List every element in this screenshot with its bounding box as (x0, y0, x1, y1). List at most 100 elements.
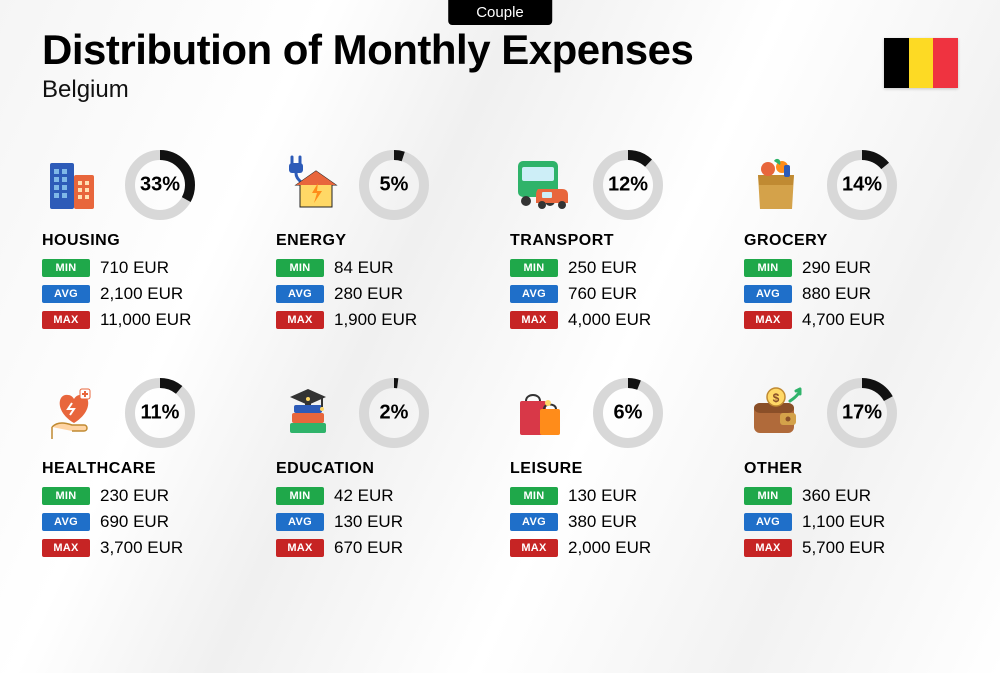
avg-badge: AVG (510, 513, 558, 531)
min-row: MIN 84 EUR (276, 258, 490, 278)
min-row: MIN 710 EUR (42, 258, 256, 278)
avg-value: 2,100 EUR (100, 284, 183, 304)
avg-value: 130 EUR (334, 512, 403, 532)
avg-value: 1,100 EUR (802, 512, 885, 532)
max-row: MAX 4,000 EUR (510, 310, 724, 330)
stat-rows: MIN 250 EUR AVG 760 EUR MAX 4,000 EUR (510, 258, 724, 330)
category-card-other: $ 17% OTHER MIN 360 EUR AVG 1,100 EUR (744, 376, 958, 564)
min-value: 84 EUR (334, 258, 394, 278)
percentage-donut: 5% (358, 149, 430, 221)
max-value: 5,700 EUR (802, 538, 885, 558)
min-badge: MIN (42, 259, 90, 277)
percentage-donut: 2% (358, 377, 430, 449)
category-card-education: 2% EDUCATION MIN 42 EUR AVG 130 EUR MAX … (276, 376, 490, 564)
min-badge: MIN (744, 487, 792, 505)
avg-badge: AVG (42, 513, 90, 531)
energy-house-icon (276, 153, 340, 217)
avg-row: AVG 1,100 EUR (744, 512, 958, 532)
header: Distribution of Monthly Expenses Belgium (42, 26, 958, 104)
category-name: HEALTHCARE (42, 460, 256, 478)
max-row: MAX 2,000 EUR (510, 538, 724, 558)
min-badge: MIN (276, 259, 324, 277)
avg-row: AVG 280 EUR (276, 284, 490, 304)
buildings-icon (42, 153, 106, 217)
max-value: 4,700 EUR (802, 310, 885, 330)
max-value: 4,000 EUR (568, 310, 651, 330)
stat-rows: MIN 84 EUR AVG 280 EUR MAX 1,900 EUR (276, 258, 490, 330)
svg-text:$: $ (773, 391, 780, 405)
avg-badge: AVG (276, 513, 324, 531)
max-badge: MAX (42, 539, 90, 557)
max-badge: MAX (510, 311, 558, 329)
bus-car-icon (510, 153, 574, 217)
max-badge: MAX (744, 311, 792, 329)
max-value: 11,000 EUR (100, 310, 191, 330)
min-badge: MIN (276, 487, 324, 505)
country-name: Belgium (42, 76, 958, 104)
avg-value: 280 EUR (334, 284, 403, 304)
max-badge: MAX (744, 539, 792, 557)
min-badge: MIN (744, 259, 792, 277)
max-badge: MAX (42, 311, 90, 329)
household-tab: Couple (448, 0, 552, 25)
stat-rows: MIN 360 EUR AVG 1,100 EUR MAX 5,700 EUR (744, 486, 958, 558)
avg-value: 880 EUR (802, 284, 871, 304)
heart-hand-icon (42, 381, 106, 445)
avg-row: AVG 690 EUR (42, 512, 256, 532)
category-card-grocery: 14% GROCERY MIN 290 EUR AVG 880 EUR MAX … (744, 148, 958, 336)
category-card-leisure: 6% LEISURE MIN 130 EUR AVG 380 EUR MAX 2… (510, 376, 724, 564)
percentage-donut: 6% (592, 377, 664, 449)
wallet-arrow-icon: $ (744, 381, 808, 445)
avg-badge: AVG (744, 285, 792, 303)
min-row: MIN 42 EUR (276, 486, 490, 506)
category-card-healthcare: 11% HEALTHCARE MIN 230 EUR AVG 690 EUR M… (42, 376, 256, 564)
max-badge: MAX (276, 311, 324, 329)
avg-badge: AVG (42, 285, 90, 303)
percentage-donut: 17% (826, 377, 898, 449)
percentage-label: 33% (140, 174, 180, 197)
avg-badge: AVG (276, 285, 324, 303)
percentage-label: 11% (141, 402, 180, 425)
category-name: TRANSPORT (510, 232, 724, 250)
category-name: LEISURE (510, 460, 724, 478)
stat-rows: MIN 710 EUR AVG 2,100 EUR MAX 11,000 EUR (42, 258, 256, 330)
min-value: 360 EUR (802, 486, 871, 506)
percentage-label: 14% (842, 174, 882, 197)
percentage-label: 5% (380, 174, 409, 197)
category-name: EDUCATION (276, 460, 490, 478)
percentage-label: 6% (614, 402, 643, 425)
category-name: GROCERY (744, 232, 958, 250)
percentage-donut: 33% (124, 149, 196, 221)
grocery-bag-icon (744, 153, 808, 217)
percentage-donut: 12% (592, 149, 664, 221)
flag-stripe-1 (884, 38, 909, 88)
stat-rows: MIN 230 EUR AVG 690 EUR MAX 3,700 EUR (42, 486, 256, 558)
min-badge: MIN (510, 487, 558, 505)
avg-row: AVG 130 EUR (276, 512, 490, 532)
max-row: MAX 4,700 EUR (744, 310, 958, 330)
stat-rows: MIN 290 EUR AVG 880 EUR MAX 4,700 EUR (744, 258, 958, 330)
min-badge: MIN (510, 259, 558, 277)
max-value: 3,700 EUR (100, 538, 183, 558)
max-row: MAX 1,900 EUR (276, 310, 490, 330)
category-name: OTHER (744, 460, 958, 478)
category-grid: 33% HOUSING MIN 710 EUR AVG 2,100 EUR MA… (42, 148, 958, 564)
percentage-donut: 11% (124, 377, 196, 449)
max-badge: MAX (510, 539, 558, 557)
category-name: HOUSING (42, 232, 256, 250)
avg-value: 760 EUR (568, 284, 637, 304)
max-row: MAX 670 EUR (276, 538, 490, 558)
min-value: 42 EUR (334, 486, 394, 506)
category-name: ENERGY (276, 232, 490, 250)
grad-books-icon (276, 381, 340, 445)
stat-rows: MIN 42 EUR AVG 130 EUR MAX 670 EUR (276, 486, 490, 558)
country-flag (884, 38, 958, 88)
percentage-label: 17% (842, 402, 882, 425)
min-row: MIN 230 EUR (42, 486, 256, 506)
min-row: MIN 130 EUR (510, 486, 724, 506)
avg-value: 690 EUR (100, 512, 169, 532)
category-card-housing: 33% HOUSING MIN 710 EUR AVG 2,100 EUR MA… (42, 148, 256, 336)
avg-row: AVG 880 EUR (744, 284, 958, 304)
max-value: 670 EUR (334, 538, 403, 558)
max-value: 2,000 EUR (568, 538, 651, 558)
